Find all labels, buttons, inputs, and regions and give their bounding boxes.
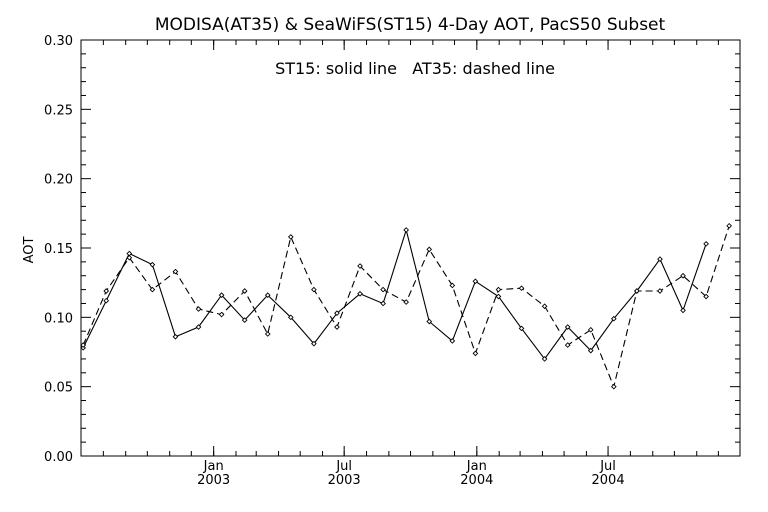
data-point-at35 bbox=[610, 383, 617, 390]
series-line-at35 bbox=[82, 225, 730, 389]
data-point-at35 bbox=[195, 306, 202, 312]
data-point-at35 bbox=[241, 288, 248, 294]
data-point-at35 bbox=[311, 286, 317, 293]
x-tick-year-label: 2003 bbox=[328, 473, 361, 488]
data-point-st15 bbox=[380, 300, 386, 307]
x-tick-month-label: Jan bbox=[203, 459, 224, 474]
data-point-st15 bbox=[449, 338, 456, 344]
data-point-st15 bbox=[334, 310, 340, 317]
data-point-at35 bbox=[103, 288, 110, 294]
y-axis-label: AOT bbox=[22, 237, 37, 264]
line-style-note: ST15: solid line AT35: dashed line bbox=[275, 59, 555, 78]
y-tick-label: 0.20 bbox=[44, 173, 73, 188]
data-point-st15 bbox=[495, 293, 502, 300]
data-point-at35 bbox=[149, 286, 156, 293]
data-point-st15 bbox=[287, 314, 294, 321]
data-point-st15 bbox=[564, 324, 571, 330]
data-point-at35 bbox=[703, 293, 709, 300]
data-point-st15 bbox=[357, 290, 363, 297]
data-point-at35 bbox=[172, 268, 179, 275]
data-point-st15 bbox=[172, 333, 179, 340]
data-point-at35 bbox=[657, 288, 663, 294]
data-point-at35 bbox=[472, 350, 479, 357]
series-line-st15 bbox=[82, 227, 707, 360]
data-point-at35 bbox=[726, 222, 733, 229]
data-point-st15 bbox=[241, 317, 248, 323]
data-point-st15 bbox=[403, 227, 410, 233]
data-point-at35 bbox=[587, 326, 594, 333]
data-point-st15 bbox=[264, 292, 271, 298]
data-point-st15 bbox=[218, 292, 225, 298]
chart-title: MODISA(AT35) & SeaWiFS(ST15) 4-Day AOT, … bbox=[155, 15, 666, 35]
x-tick-month-label: Jul bbox=[599, 459, 616, 474]
data-point-st15 bbox=[541, 356, 548, 362]
y-tick-label: 0.05 bbox=[44, 381, 73, 396]
x-tick-year-label: 2004 bbox=[460, 473, 493, 488]
data-point-st15 bbox=[103, 297, 110, 304]
data-point-st15 bbox=[703, 241, 709, 247]
y-tick-label: 0.15 bbox=[44, 242, 73, 257]
x-tick-year-label: 2003 bbox=[197, 473, 230, 488]
data-point-st15 bbox=[680, 307, 686, 314]
data-point-st15 bbox=[472, 278, 479, 285]
data-point-at35 bbox=[541, 303, 548, 310]
data-point-st15 bbox=[311, 340, 317, 347]
data-point-at35 bbox=[518, 285, 525, 292]
data-point-at35 bbox=[80, 342, 86, 348]
axes: 0.000.050.100.150.200.250.30Jan2003Jul20… bbox=[44, 34, 740, 488]
data-point-at35 bbox=[426, 246, 433, 253]
data-point-st15 bbox=[610, 315, 617, 322]
y-tick-label: 0.00 bbox=[44, 450, 73, 465]
data-point-st15 bbox=[657, 256, 663, 262]
data-point-at35 bbox=[357, 263, 363, 269]
data-point-at35 bbox=[334, 324, 340, 330]
data-point-at35 bbox=[264, 331, 271, 337]
data-point-at35 bbox=[380, 286, 386, 293]
plot-frame bbox=[80, 39, 741, 457]
y-tick-label: 0.25 bbox=[44, 103, 73, 118]
data-point-st15 bbox=[518, 325, 525, 332]
data-point-at35 bbox=[287, 234, 294, 240]
y-tick-label: 0.30 bbox=[44, 34, 73, 49]
data-point-st15 bbox=[149, 261, 156, 268]
y-tick-label: 0.10 bbox=[44, 311, 73, 326]
data-point-at35 bbox=[680, 272, 686, 279]
data-point-at35 bbox=[403, 299, 410, 305]
data-point-at35 bbox=[218, 311, 225, 318]
data-point-st15 bbox=[587, 347, 594, 354]
series-layer bbox=[80, 222, 733, 390]
x-tick-month-label: Jul bbox=[335, 459, 352, 474]
x-tick-year-label: 2004 bbox=[592, 473, 625, 488]
data-point-st15 bbox=[195, 324, 202, 330]
data-point-at35 bbox=[449, 282, 456, 289]
data-point-at35 bbox=[634, 288, 640, 294]
data-point-at35 bbox=[495, 286, 502, 293]
data-point-at35 bbox=[564, 342, 571, 348]
data-point-st15 bbox=[426, 318, 433, 325]
x-tick-month-label: Jan bbox=[466, 459, 487, 474]
data-point-at35 bbox=[126, 254, 133, 261]
